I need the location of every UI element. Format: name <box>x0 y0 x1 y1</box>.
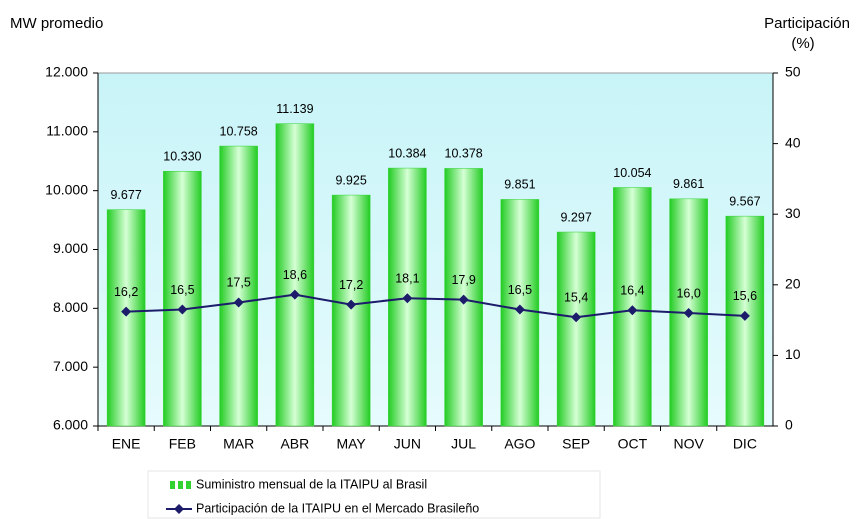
x-tick-label: ABR <box>280 436 309 452</box>
y2-axis-label: Participación <box>764 15 850 32</box>
y-axis-label: MW promedio <box>10 15 103 32</box>
line-marker <box>289 289 300 300</box>
line-marker <box>346 299 357 310</box>
bar-value-label: 11.139 <box>276 102 313 116</box>
bar-value-label: 10.378 <box>445 147 483 161</box>
y2-tick-label: 20 <box>785 276 801 292</box>
line-marker <box>627 305 638 316</box>
line-marker <box>683 308 694 319</box>
legend <box>147 470 601 519</box>
legend-label: Suministro mensual de la ITAIPU al Brasi… <box>196 477 427 491</box>
y2-tick-label: 0 <box>785 417 793 433</box>
x-tick-label: NOV <box>673 436 704 452</box>
bar-value-label: 9.861 <box>673 177 704 191</box>
bar-value-label: 10.384 <box>388 146 426 160</box>
line-value-label: 18,1 <box>395 272 419 286</box>
line-marker <box>233 297 244 308</box>
y-tick-label: 8.000 <box>53 299 88 315</box>
y-tick-label: 11.000 <box>46 123 88 139</box>
bar <box>275 123 315 427</box>
line-marker <box>177 304 188 315</box>
x-tick-label: MAR <box>223 436 254 452</box>
x-tick-label: SEP <box>562 436 590 452</box>
line-value-label: 18,6 <box>283 268 307 282</box>
line-value-label: 17,2 <box>339 278 363 292</box>
bar-value-label: 9.851 <box>504 178 535 192</box>
line-value-label: 16,2 <box>114 285 138 299</box>
bar-value-label: 10.758 <box>220 124 258 138</box>
x-tick-label: FEB <box>169 436 196 452</box>
bar-value-label: 10.054 <box>613 166 651 180</box>
x-tick-label: JUN <box>394 436 421 452</box>
x-tick-label: ENE <box>112 436 141 452</box>
line-marker <box>121 306 132 317</box>
y2-tick-label: 10 <box>785 346 801 362</box>
y-tick-label: 9.000 <box>53 240 88 256</box>
legend-swatch <box>178 481 183 489</box>
line-marker <box>739 310 750 321</box>
line-marker <box>514 304 525 315</box>
legend-swatch <box>170 481 175 489</box>
line-marker <box>458 294 469 305</box>
x-tick-label: DIC <box>733 436 757 452</box>
line-value-label: 17,5 <box>226 276 250 290</box>
line-value-label: 16,5 <box>170 283 194 297</box>
legend-swatch <box>186 481 191 489</box>
line <box>126 293 745 319</box>
bar-value-label: 9.925 <box>335 173 366 187</box>
y2-axis-label: (%) <box>791 35 814 52</box>
x-tick-label: JUL <box>451 436 476 452</box>
bar <box>219 145 258 427</box>
legend-label: Participación de la ITAIPU en el Mercado… <box>196 501 479 515</box>
y-tick-label: 12.000 <box>45 64 88 80</box>
bar <box>163 171 202 427</box>
bar-value-label: 9.677 <box>110 188 141 202</box>
bar <box>106 209 146 427</box>
line-value-label: 15,4 <box>564 291 588 305</box>
y2-tick-label: 50 <box>785 64 801 80</box>
bar-value-label: 9.567 <box>729 194 760 208</box>
line-value-label: 17,9 <box>451 273 475 287</box>
line-value-label: 15,6 <box>733 289 757 303</box>
bar-value-label: 10.330 <box>163 150 201 164</box>
x-tick-label: MAY <box>336 436 366 452</box>
legend-swatch <box>174 504 184 514</box>
x-tick-label: OCT <box>618 436 648 452</box>
bar <box>331 194 371 427</box>
y2-tick-label: 30 <box>785 205 801 221</box>
line-value-label: 16,4 <box>620 284 644 298</box>
bar <box>556 231 596 427</box>
plot-area <box>97 72 774 427</box>
bar-value-label: 9.297 <box>560 210 591 224</box>
x-tick-label: AGO <box>504 436 535 452</box>
y2-tick-label: 40 <box>785 134 801 150</box>
y-tick-label: 7.000 <box>53 358 88 374</box>
y-tick-label: 6.000 <box>53 417 88 433</box>
line-value-label: 16,0 <box>676 286 700 300</box>
line-value-label: 16,5 <box>508 283 532 297</box>
y-tick-label: 10.000 <box>45 181 88 197</box>
line-marker <box>402 293 413 304</box>
line-marker <box>571 312 582 323</box>
bar <box>725 215 765 427</box>
